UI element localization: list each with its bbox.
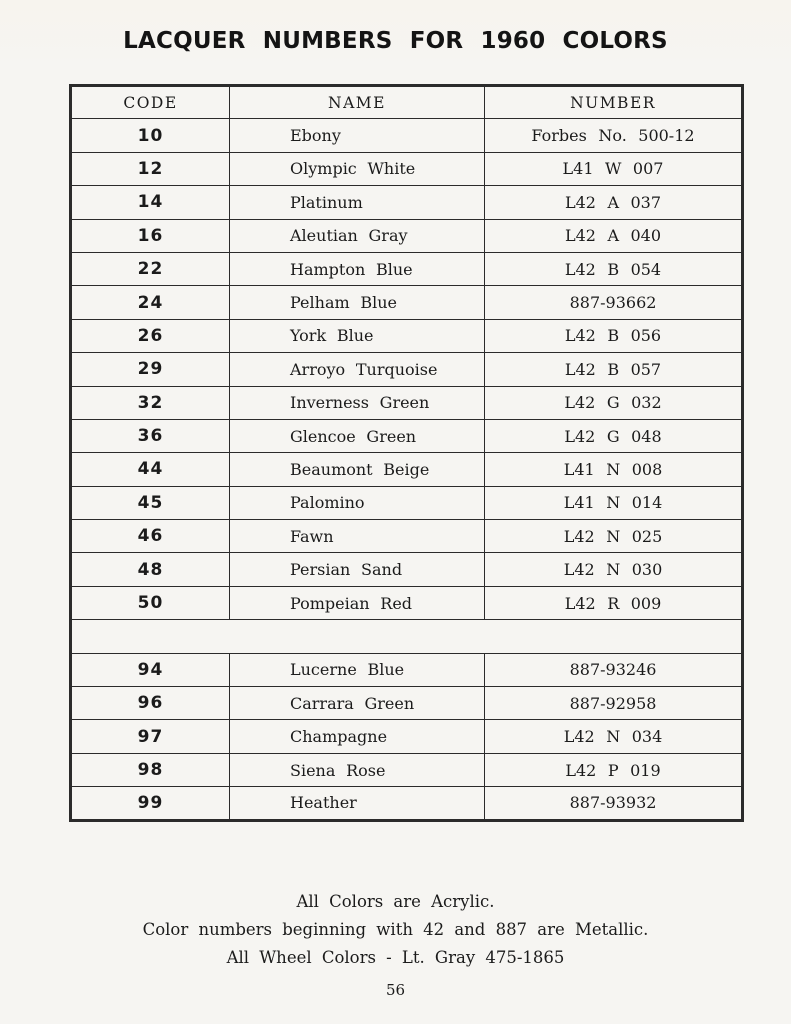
code-cell: 14 [70,185,230,220]
code-cell: 48 [70,552,230,587]
code-cell: 44 [70,452,230,487]
name-cell: Pelham Blue [229,285,485,320]
number-cell: L41 N 008 [484,452,743,487]
number-cell: L42 B 056 [484,318,743,354]
table-row: 94 Lucerne Blue 887-93246 [70,652,743,688]
name-cell: Champagne [229,719,485,754]
table-row: 97 Champagne L42 N 034 [70,719,743,754]
code-cell: 98 [70,752,230,788]
name-cell: Aleutian Gray [229,218,485,253]
code-cell: 10 [70,118,230,153]
code-cell: 26 [70,318,230,354]
name-cell: Arroyo Turquoise [229,352,485,387]
number-cell: 887-92958 [484,686,743,721]
name-cell: Siena Rose [229,752,485,788]
footnote-metallic: Color numbers beginning with 42 and 887 … [142,920,649,939]
number-cell: L42 G 032 [484,385,743,420]
number-cell: L42 N 025 [484,519,743,554]
lacquer-numbers-table: CODE NAME NUMBER 10 Ebony Forbes No. 500… [69,84,744,822]
number-cell: L42 N 030 [484,552,743,587]
number-cell: L42 P 019 [484,752,743,788]
column-header-number: NUMBER [484,84,743,120]
table-row: 48 Persian Sand L42 N 030 [70,552,743,587]
number-cell: L42 G 048 [484,418,743,454]
name-cell: Persian Sand [229,552,485,587]
table-row: 22 Hampton Blue L42 B 054 [70,251,743,287]
name-cell: Glencoe Green [229,418,485,454]
table-row: 12 Olympic White L41 W 007 [70,151,743,187]
table-header-row: CODE NAME NUMBER [70,84,743,120]
name-cell: Ebony [229,118,485,153]
code-cell: 46 [70,519,230,554]
number-cell: L41 W 007 [484,151,743,187]
table-row: 44 Beaumont Beige L41 N 008 [70,452,743,487]
number-cell: L42 B 057 [484,352,743,387]
code-cell: 45 [70,485,230,521]
number-cell: 887-93662 [484,285,743,320]
name-cell: Hampton Blue [229,251,485,287]
number-cell: Forbes No. 500-12 [484,118,743,153]
name-cell: Heather [229,786,485,821]
name-cell: Fawn [229,519,485,554]
table-row: 99 Heather 887-93932 [70,786,743,821]
name-cell: Carrara Green [229,686,485,721]
number-cell: L42 B 054 [484,251,743,287]
number-cell: L42 A 037 [484,185,743,220]
name-cell: Platinum [229,185,485,220]
name-cell: Olympic White [229,151,485,187]
number-cell: L42 A 040 [484,218,743,253]
footnote-acrylic: All Colors are Acrylic. [296,892,495,911]
code-cell: 50 [70,585,230,621]
code-cell: 36 [70,418,230,454]
code-cell: 29 [70,352,230,387]
page-title: LACQUER NUMBERS FOR 1960 COLORS [123,28,668,54]
spacer-row [70,619,743,654]
number-cell: L41 N 014 [484,485,743,521]
table-row: 16 Aleutian Gray L42 A 040 [70,218,743,253]
footnotes: All Colors are Acrylic. Color numbers be… [0,892,791,976]
number-cell: 887-93932 [484,786,743,821]
code-cell: 16 [70,218,230,253]
code-cell: 97 [70,719,230,754]
code-cell: 32 [70,385,230,420]
code-cell: 99 [70,786,230,821]
spacer-cell [70,619,743,654]
column-header-code: CODE [70,84,230,120]
name-cell: Beaumont Beige [229,452,485,487]
name-cell: Lucerne Blue [229,652,485,688]
name-cell: Palomino [229,485,485,521]
table-row: 32 Inverness Green L42 G 032 [70,385,743,420]
name-cell: Inverness Green [229,385,485,420]
table-row: 96 Carrara Green 887-92958 [70,686,743,721]
table-row: 36 Glencoe Green L42 G 048 [70,418,743,454]
table-row: 10 Ebony Forbes No. 500-12 [70,118,743,153]
code-cell: 12 [70,151,230,187]
footnote-wheels: All Wheel Colors - Lt. Gray 475-1865 [226,948,565,967]
table-row: 50 Pompeian Red L42 R 009 [70,585,743,621]
table-row: 29 Arroyo Turquoise L42 B 057 [70,352,743,387]
column-header-name: NAME [229,84,485,120]
table-row: 46 Fawn L42 N 025 [70,519,743,554]
code-cell: 24 [70,285,230,320]
table-row: 26 York Blue L42 B 056 [70,318,743,354]
number-cell: 887-93246 [484,652,743,688]
table-row: 24 Pelham Blue 887-93662 [70,285,743,320]
table-row: 45 Palomino L41 N 014 [70,485,743,521]
code-cell: 22 [70,251,230,287]
name-cell: Pompeian Red [229,585,485,621]
number-cell: L42 R 009 [484,585,743,621]
code-cell: 96 [70,686,230,721]
code-cell: 94 [70,652,230,688]
table-row: 98 Siena Rose L42 P 019 [70,752,743,788]
name-cell: York Blue [229,318,485,354]
page-number: 56 [385,981,406,999]
table-row: 14 Platinum L42 A 037 [70,185,743,220]
number-cell: L42 N 034 [484,719,743,754]
